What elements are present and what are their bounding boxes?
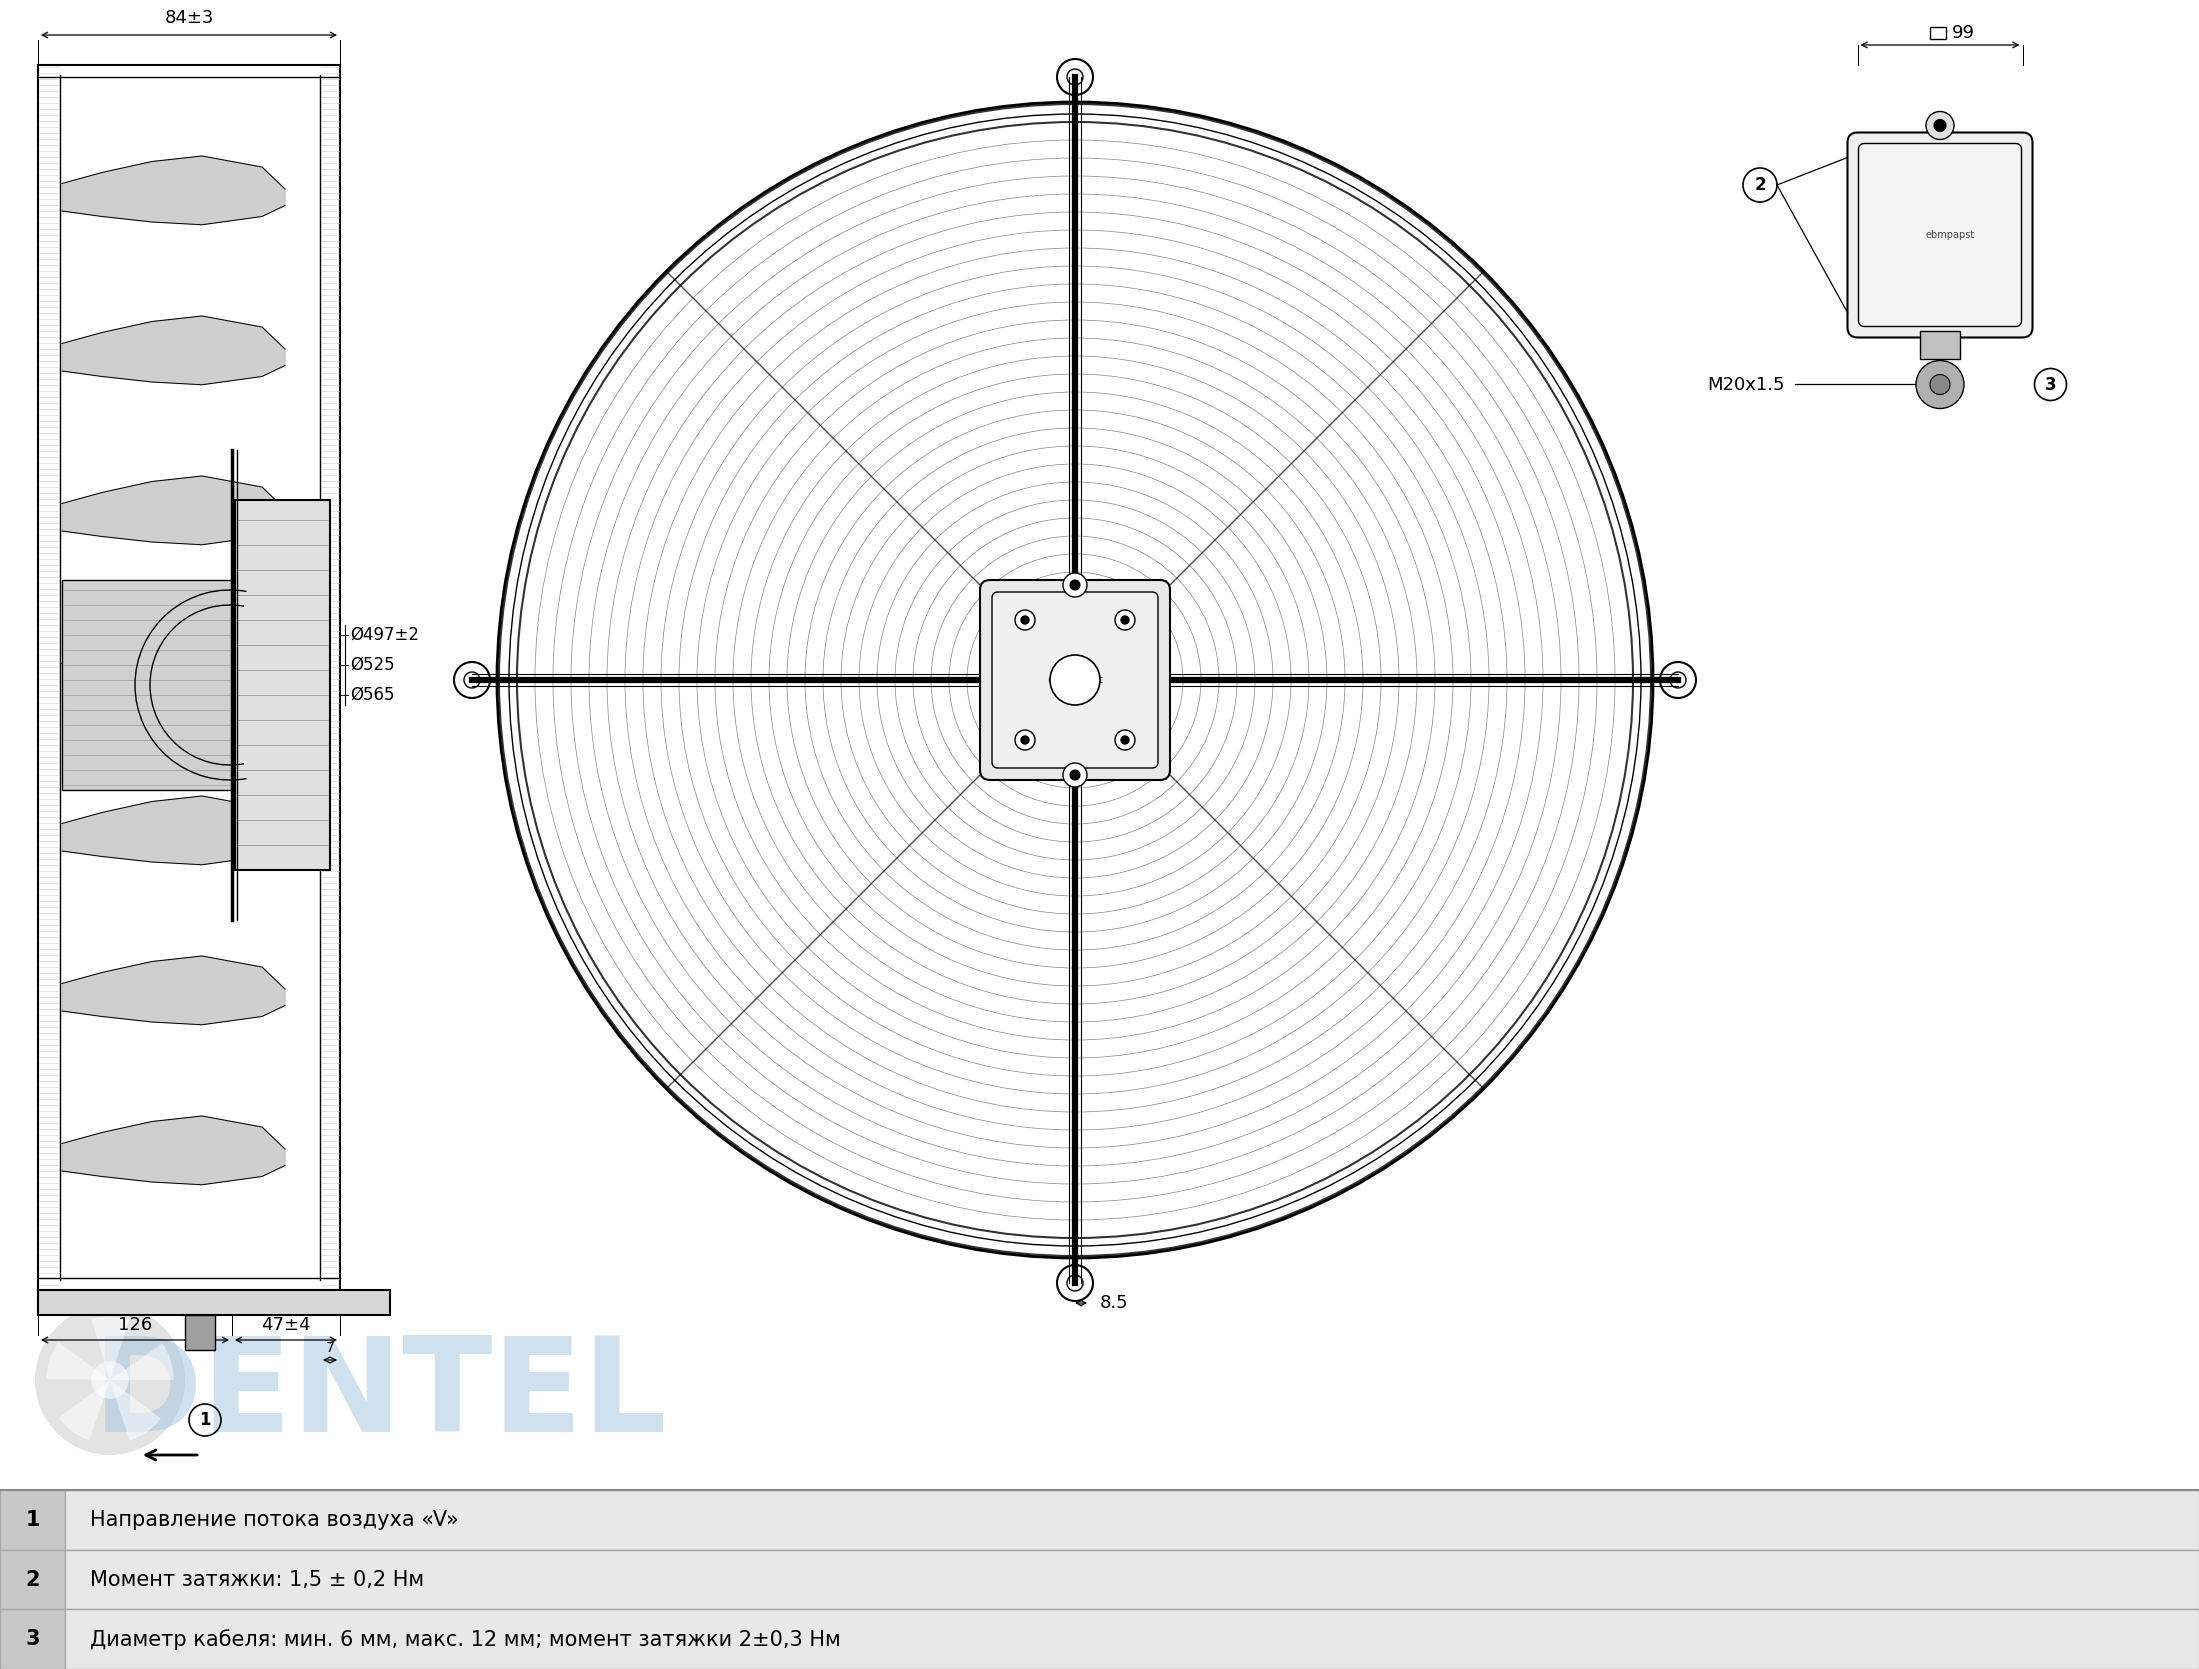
Circle shape (1062, 572, 1086, 598)
Circle shape (1115, 609, 1135, 629)
Text: 99: 99 (1953, 23, 1975, 42)
Circle shape (1016, 609, 1036, 629)
Bar (0, 1551, 66, 1609)
Text: 126: 126 (119, 1315, 152, 1334)
Circle shape (1020, 616, 1029, 624)
Wedge shape (110, 1344, 174, 1380)
Text: ebmpapst: ebmpapst (1926, 230, 1975, 240)
Polygon shape (62, 1117, 286, 1185)
Bar (1931, 27, 1946, 38)
Polygon shape (62, 636, 286, 704)
Text: 47±4: 47±4 (262, 1315, 310, 1334)
Circle shape (35, 1305, 185, 1455)
Circle shape (1020, 736, 1029, 744)
Bar (37, 1290, 389, 1315)
Text: ebmpapst: ebmpapst (1047, 674, 1104, 684)
Circle shape (1049, 654, 1100, 704)
Text: DENTEL: DENTEL (92, 1332, 666, 1459)
Text: 3: 3 (2045, 376, 2056, 394)
Text: 84±3: 84±3 (165, 8, 213, 27)
Circle shape (1016, 729, 1036, 749)
Text: 2: 2 (24, 1569, 40, 1589)
Text: Диаметр кабеля: мин. 6 мм, макс. 12 мм; момент затяжки 2±0,3 Нм: Диаметр кабеля: мин. 6 мм, макс. 12 мм; … (90, 1629, 840, 1649)
Wedge shape (110, 1380, 161, 1440)
Text: Ø525: Ø525 (350, 656, 394, 674)
Bar (0, 1490, 66, 1551)
Text: Ø565: Ø565 (350, 686, 394, 704)
FancyBboxPatch shape (992, 592, 1159, 768)
Circle shape (1926, 112, 1955, 140)
Text: 7: 7 (325, 1340, 334, 1355)
Circle shape (1121, 616, 1128, 624)
Polygon shape (62, 956, 286, 1025)
Circle shape (1062, 763, 1086, 788)
Text: 1: 1 (200, 1410, 211, 1429)
Text: Момент затяжки: 1,5 ± 0,2 Нм: Момент затяжки: 1,5 ± 0,2 Нм (90, 1569, 424, 1589)
Circle shape (1121, 736, 1128, 744)
FancyBboxPatch shape (981, 581, 1170, 779)
Bar (62, 581, 235, 789)
Text: 1: 1 (24, 1510, 40, 1530)
Bar (0, 1609, 66, 1669)
Circle shape (90, 1362, 130, 1399)
Circle shape (1933, 120, 1946, 132)
Circle shape (1071, 769, 1080, 779)
FancyBboxPatch shape (1847, 132, 2032, 337)
Text: Ø497±2: Ø497±2 (350, 626, 420, 644)
Wedge shape (92, 1317, 130, 1380)
Text: Направление потока воздуха «V»: Направление потока воздуха «V» (90, 1510, 460, 1530)
Text: M20x1.5: M20x1.5 (1706, 376, 1786, 394)
FancyBboxPatch shape (1858, 144, 2021, 327)
Bar (235, 501, 330, 870)
Circle shape (1931, 374, 1951, 394)
Bar (66, 1609, 2199, 1669)
Circle shape (1115, 729, 1135, 749)
Polygon shape (62, 315, 286, 386)
Bar (185, 1315, 216, 1350)
Text: 2: 2 (1755, 175, 1766, 194)
Wedge shape (59, 1380, 110, 1440)
Bar (66, 1551, 2199, 1609)
Bar (1920, 332, 1959, 359)
Text: 8.5: 8.5 (1100, 1293, 1128, 1312)
Polygon shape (62, 796, 286, 865)
Bar (66, 1490, 2199, 1551)
Polygon shape (62, 155, 286, 225)
Text: 3: 3 (24, 1629, 40, 1649)
Polygon shape (62, 476, 286, 544)
Circle shape (1071, 581, 1080, 591)
Wedge shape (46, 1342, 110, 1380)
Circle shape (1915, 361, 1964, 409)
